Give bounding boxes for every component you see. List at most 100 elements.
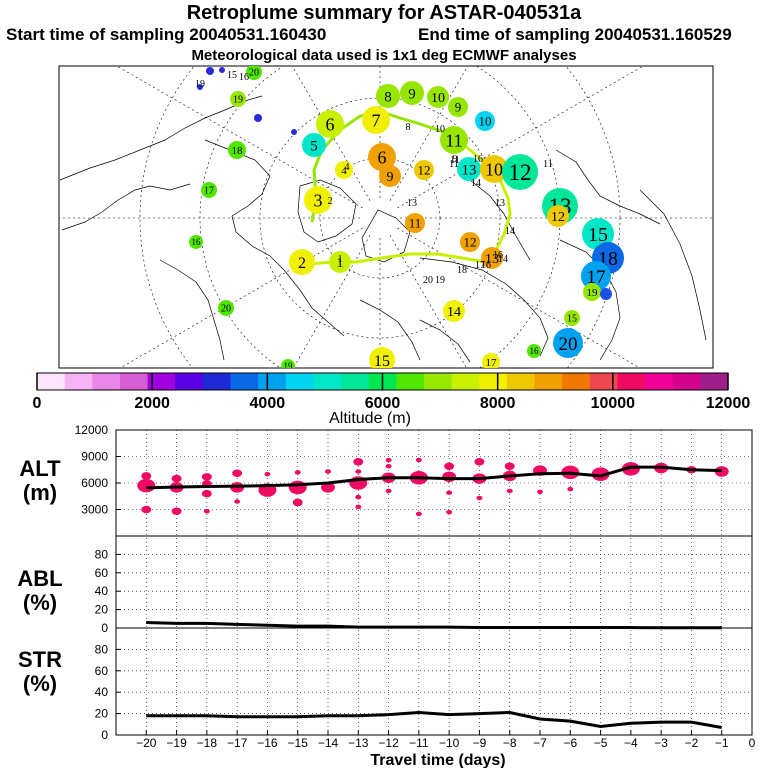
map-cluster-marker xyxy=(189,235,203,249)
map-cluster-marker xyxy=(376,84,400,108)
map-cluster-13: 4 xyxy=(335,161,353,179)
alt-data-point xyxy=(442,471,457,483)
map-cluster-marker xyxy=(379,165,401,187)
map-cluster-label: 15 xyxy=(588,224,608,246)
map-cluster-32: 11 xyxy=(405,213,425,233)
colorbar-cell xyxy=(423,373,453,390)
x-tick-label: 0 xyxy=(749,736,756,750)
x-tick-label: −13 xyxy=(348,736,369,750)
alt-data-point xyxy=(415,511,422,517)
alt-data-point xyxy=(385,457,392,463)
map-cluster-label: 16 xyxy=(192,237,202,247)
map-cluster-34: 13 xyxy=(481,247,503,269)
alt-data-point xyxy=(355,504,362,510)
map-cluster-marker xyxy=(405,213,425,233)
altitude-colorbar: 0 2000 4000 6000 8000 10000 12000 Altitude (m) xyxy=(33,372,751,427)
map-track-label: 1 xyxy=(338,254,343,265)
map-cluster-label: 20 xyxy=(249,68,259,79)
map-cluster-6: 20 xyxy=(218,300,234,316)
map-cluster-marker xyxy=(218,300,234,316)
alt-data-point xyxy=(591,467,610,481)
map-cluster-marker xyxy=(329,251,351,273)
colorbar-cell xyxy=(285,373,314,390)
alt-data-point xyxy=(203,509,210,514)
colorbar-cell xyxy=(589,373,618,390)
abl-panel-unit: (%) xyxy=(23,590,57,615)
map-cluster-label: 13 xyxy=(485,252,499,267)
map-track-label: 15 xyxy=(227,70,237,81)
map-cluster-label: 17 xyxy=(204,186,214,197)
map-cluster-label: 18 xyxy=(232,145,244,157)
map-cluster-label: 12 xyxy=(418,163,431,178)
map-cluster-label: 3 xyxy=(314,190,323,210)
map-cluster-marker xyxy=(427,86,449,108)
map-cluster-8: 6 xyxy=(316,110,344,138)
map-cluster-36: 15 xyxy=(369,347,395,368)
map-cluster-marker xyxy=(304,186,332,214)
map-cluster-21: 9 xyxy=(379,165,401,187)
alt-data-point xyxy=(506,488,513,494)
colorbar-tick-label: 12000 xyxy=(706,395,751,412)
alt-data-point xyxy=(353,458,364,466)
colorbar-cell xyxy=(451,373,480,390)
map-cluster-marker xyxy=(448,97,468,117)
map-track-label: 16 xyxy=(481,260,491,271)
map-cluster-label: 9 xyxy=(455,100,462,115)
map-cluster-23: 11 xyxy=(440,126,468,154)
chart-title: Retroplume summary for ASTAR-040531a xyxy=(186,2,582,24)
map-cluster-label: 16 xyxy=(530,346,540,356)
map-cluster-marker xyxy=(547,205,569,227)
map-cluster-41: 19 xyxy=(583,283,601,301)
str-y-tick-label: 0 xyxy=(101,728,108,742)
alt-y-tick-label: 9000 xyxy=(81,450,108,464)
map-cluster-10: 3 xyxy=(304,186,332,214)
map-cluster-label: 17 xyxy=(587,267,606,288)
map-cluster-marker xyxy=(316,110,344,138)
map-cluster-label: 13 xyxy=(462,162,477,178)
map-cluster-marker xyxy=(201,182,217,198)
alt-data-point xyxy=(294,470,301,475)
str-panel-title: STR xyxy=(18,647,62,672)
alt-data-point xyxy=(234,499,241,504)
map-cluster-25: 10 xyxy=(480,155,508,183)
map-cluster-22: 12 xyxy=(414,160,434,180)
alt-data-point xyxy=(567,486,574,492)
colorbar-cell xyxy=(700,373,729,390)
colorbar-cell xyxy=(396,373,425,390)
colorbar-cell xyxy=(672,373,701,390)
x-tick-label: −1 xyxy=(715,736,729,750)
colorbar-cell xyxy=(175,373,204,390)
alt-data-point xyxy=(476,495,483,501)
x-tick-label: −20 xyxy=(136,736,157,750)
map-cluster-label: 11 xyxy=(445,130,462,150)
alt-data-point xyxy=(264,471,271,477)
map-cluster-31: 17 xyxy=(581,261,611,291)
map-track-label: 14 xyxy=(498,254,508,265)
colorbar-cell xyxy=(562,373,591,390)
map-cluster-16: 9 xyxy=(400,81,424,105)
str-panel-unit: (%) xyxy=(23,671,57,696)
colorbar-tick-label: 10000 xyxy=(591,395,636,412)
map-cluster-marker xyxy=(362,106,390,134)
map-track-label: 11 xyxy=(543,159,553,170)
alt-data-point xyxy=(201,489,212,498)
colorbar-tick-label: 8000 xyxy=(480,395,516,412)
map-cluster-label: 7 xyxy=(372,110,381,130)
map-cluster-marker xyxy=(482,353,500,368)
map-cluster-label: 8 xyxy=(384,89,392,105)
alt-data-point xyxy=(171,507,182,516)
map-cluster-marker xyxy=(246,66,262,80)
alt-data-point xyxy=(141,472,152,480)
map-cluster-label: 11 xyxy=(409,216,422,231)
map-cluster-label: 9 xyxy=(408,86,416,102)
map-cluster-label: 10 xyxy=(485,159,503,179)
alt-mean-line xyxy=(146,465,722,490)
map-small-dot xyxy=(600,288,612,300)
alt-data-point xyxy=(385,463,392,469)
map-track-label: 13 xyxy=(495,198,505,209)
map-cluster-14: 7 xyxy=(362,106,390,134)
map-cluster-12: 1 xyxy=(329,251,351,273)
map-track-label: 16 xyxy=(239,72,249,83)
map-cluster-1: 20 xyxy=(246,66,262,80)
